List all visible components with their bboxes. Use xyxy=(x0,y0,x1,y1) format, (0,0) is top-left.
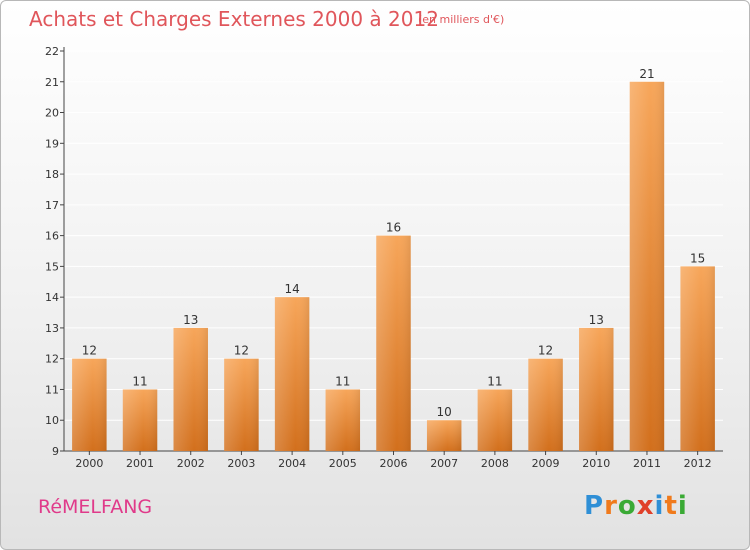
x-tick-label: 2001 xyxy=(126,457,154,470)
bar-shade xyxy=(173,327,208,451)
x-tick-label: 2004 xyxy=(278,457,306,470)
y-tick-label: 18 xyxy=(45,168,59,181)
bar-shade xyxy=(629,81,665,452)
logo-letter: P xyxy=(584,491,605,521)
chart-subtitle: (en milliers d'€) xyxy=(418,13,505,26)
data-label: 13 xyxy=(183,313,198,327)
bar-shade xyxy=(376,235,411,451)
data-label: 12 xyxy=(538,344,553,358)
y-tick-label: 14 xyxy=(45,291,59,304)
x-tick-label: 2000 xyxy=(75,457,103,470)
bar-shade xyxy=(325,389,361,451)
y-tick-label: 22 xyxy=(45,45,59,58)
bars xyxy=(72,81,715,452)
data-label: 13 xyxy=(589,313,604,327)
y-tick-label: 17 xyxy=(45,199,59,212)
x-tick-label: 2002 xyxy=(177,457,205,470)
data-label: 11 xyxy=(132,374,147,388)
bar-shade xyxy=(426,420,462,451)
labels: 9 10 11 12 13 14 15 16 17 18 19 20 21 22 12 2000 11 2001 1… xyxy=(45,45,712,470)
x-tick-label: 2010 xyxy=(582,457,610,470)
logo-letter: i xyxy=(677,491,688,521)
data-label: 12 xyxy=(82,344,97,358)
x-tick-label: 2003 xyxy=(227,457,255,470)
y-tick-label: 15 xyxy=(45,260,59,273)
chart-title: Achats et Charges Externes 2000 à 2012 xyxy=(29,7,439,31)
proxiti-logo[interactable]: Proxiti xyxy=(584,491,688,521)
x-tick-label: 2005 xyxy=(329,457,357,470)
bar-shade xyxy=(579,327,614,451)
y-tick-label: 21 xyxy=(45,76,59,89)
data-label: 14 xyxy=(284,282,299,296)
commune-name: RéMELFANG xyxy=(38,496,153,518)
y-tick-label: 11 xyxy=(45,383,59,396)
x-tick-label: 2008 xyxy=(481,457,509,470)
data-label: 15 xyxy=(690,251,705,265)
data-label: 21 xyxy=(639,67,654,81)
y-tick-label: 20 xyxy=(45,107,59,120)
logo-letter: x xyxy=(636,491,655,521)
data-label: 12 xyxy=(234,344,249,358)
data-label: 11 xyxy=(487,374,502,388)
bar-shade xyxy=(680,266,715,451)
data-label: 10 xyxy=(437,405,452,419)
x-tick-label: 2009 xyxy=(532,457,560,470)
logo-letter: t xyxy=(664,491,678,521)
x-tick-label: 2012 xyxy=(684,457,712,470)
bar-shade xyxy=(477,389,513,451)
bar-shade xyxy=(72,358,107,451)
y-tick-label: 12 xyxy=(45,353,59,366)
y-tick-label: 19 xyxy=(45,137,59,150)
bar-shade xyxy=(224,358,259,451)
bar-shade xyxy=(528,358,563,451)
y-tick-label: 16 xyxy=(45,230,59,243)
logo-letter: i xyxy=(654,491,665,521)
bar-shade xyxy=(122,389,158,451)
y-tick-label: 10 xyxy=(45,414,59,427)
x-tick-label: 2011 xyxy=(633,457,661,470)
x-tick-label: 2007 xyxy=(430,457,458,470)
data-label: 16 xyxy=(386,221,401,235)
bar-shade xyxy=(274,297,310,451)
data-label: 11 xyxy=(335,374,350,388)
y-tick-label: 13 xyxy=(45,322,59,335)
logo-letter: r xyxy=(604,491,618,521)
logo-letter: o xyxy=(617,491,637,521)
x-tick-label: 2006 xyxy=(380,457,408,470)
y-tick-label: 9 xyxy=(52,445,59,458)
